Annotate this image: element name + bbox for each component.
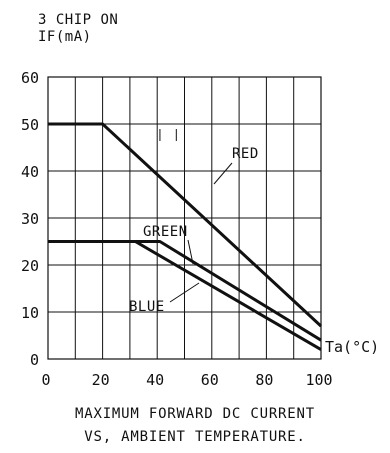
x-tick-label: 60 bbox=[201, 371, 219, 389]
series-leader-green bbox=[187, 239, 194, 265]
axes bbox=[47, 76, 322, 360]
y-tick-label: 10 bbox=[21, 304, 39, 322]
caption-line-1: MAXIMUM FORWARD DC CURRENT bbox=[75, 406, 315, 422]
series-label-blue: BLUE bbox=[129, 299, 165, 315]
y-tick-label: 40 bbox=[21, 163, 39, 181]
series-line-red bbox=[48, 122, 323, 328]
caption-line-2: VS, AMBIENT TEMPERATURE. bbox=[84, 429, 306, 445]
y-tick-label: 20 bbox=[21, 257, 39, 275]
x-tick-label: 100 bbox=[305, 371, 332, 389]
series-leader-blue bbox=[169, 282, 200, 303]
series bbox=[48, 122, 323, 351]
series-label-green: GREEN bbox=[143, 224, 188, 240]
series-label-red: RED bbox=[232, 146, 259, 162]
heading-line-1: 3 CHIP ON bbox=[38, 12, 118, 28]
series-line-blue bbox=[48, 240, 322, 351]
y-tick-label: 60 bbox=[21, 69, 39, 87]
series-labels: RED GREEN BLUE bbox=[129, 146, 259, 315]
series-leader-red bbox=[213, 162, 233, 185]
y-tick-label: 0 bbox=[30, 351, 39, 369]
y-tick-label: 30 bbox=[21, 210, 39, 228]
x-tick-label: 80 bbox=[255, 371, 273, 389]
tick-labels: 0 10 20 30 40 50 60 0 20 40 60 80 100 Ta(°C) bbox=[21, 69, 379, 389]
x-axis-label: Ta(°C) bbox=[325, 338, 379, 356]
y-tick-label: 50 bbox=[21, 116, 39, 134]
x-tick-label: 40 bbox=[146, 371, 164, 389]
plot-frame bbox=[47, 76, 322, 360]
x-tick-label: 20 bbox=[92, 371, 110, 389]
x-tick-label: 0 bbox=[41, 371, 50, 389]
heading-line-2: IF(mA) bbox=[38, 29, 92, 45]
